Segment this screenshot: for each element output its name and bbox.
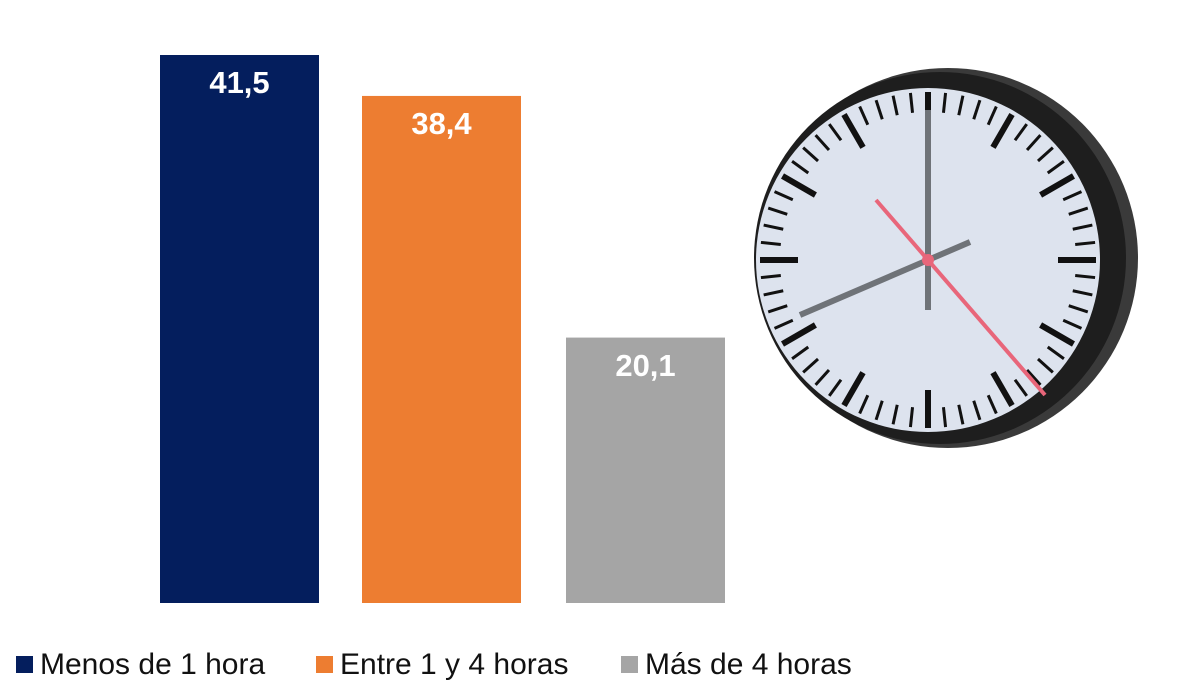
bars: 41,5 38,4 20,1 — [160, 55, 725, 603]
clock-tick — [943, 93, 945, 113]
chart: 41,5 38,4 20,1 Menos de 1 hora Entre 1 y 4 … — [0, 0, 1189, 685]
clock-tick — [761, 242, 781, 244]
value-label: 38,4 — [411, 106, 472, 141]
legend-swatch — [16, 656, 33, 673]
clock-illustration — [754, 68, 1138, 448]
clock-tick — [1075, 275, 1095, 277]
clock-pin — [922, 254, 934, 266]
legend: Menos de 1 hora Entre 1 y 4 horas Más de 4… — [16, 648, 852, 681]
clock-tick — [761, 275, 781, 277]
legend-swatch — [621, 656, 638, 673]
value-label: 20,1 — [615, 348, 675, 383]
bar — [160, 55, 319, 603]
legend-swatch — [316, 656, 333, 673]
legend-label: Entre 1 y 4 horas — [340, 648, 568, 681]
legend-label: Menos de 1 hora — [40, 648, 265, 681]
value-label: 41,5 — [209, 65, 269, 100]
legend-label: Más de 4 horas — [645, 648, 852, 681]
clock-tick — [910, 407, 912, 427]
clock-tick — [1075, 242, 1095, 244]
clock-tick — [910, 93, 912, 113]
bar — [362, 96, 521, 603]
clock-tick — [943, 407, 945, 427]
